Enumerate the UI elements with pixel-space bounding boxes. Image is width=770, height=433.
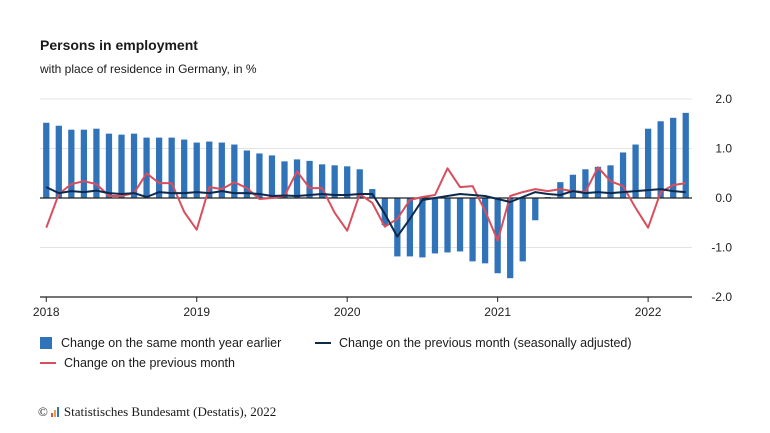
bar	[507, 198, 514, 279]
bar	[218, 142, 225, 198]
bar	[331, 165, 338, 198]
bar	[318, 164, 326, 198]
bar	[193, 142, 200, 198]
bar	[168, 137, 175, 198]
bar	[670, 117, 677, 198]
bar	[594, 166, 602, 198]
legend-label-line: Change on the previous month	[64, 356, 235, 370]
bar	[494, 198, 501, 274]
bar	[682, 112, 689, 198]
bar	[644, 128, 652, 198]
bar	[431, 198, 439, 254]
x-tick-label: 2021	[484, 305, 511, 319]
bar	[419, 198, 426, 258]
bar	[55, 125, 62, 198]
x-tick-label: 2020	[334, 305, 361, 319]
bar	[481, 198, 489, 264]
bar	[80, 129, 88, 198]
bar	[130, 133, 138, 198]
bar-series	[43, 112, 689, 279]
bar	[381, 198, 388, 226]
bar	[281, 161, 288, 198]
bar	[43, 122, 50, 198]
bar	[206, 141, 213, 198]
bar	[268, 155, 276, 198]
legend-item-line: Change on the previous month	[40, 356, 235, 370]
line-series	[45, 166, 686, 242]
x-axis: 2018 2019 2020 2021 2022	[33, 296, 692, 319]
bar	[519, 198, 526, 262]
legend-item-bar: Change on the same month year earlier	[40, 336, 281, 350]
bar	[243, 150, 251, 198]
y-axis: 2.0 1.0 0.0 -1.0 -2.0	[711, 92, 732, 304]
bar	[118, 134, 125, 198]
bar	[632, 144, 639, 198]
bar	[356, 169, 363, 198]
bar	[68, 129, 75, 198]
bar	[306, 160, 313, 198]
bar	[394, 198, 401, 257]
bar	[582, 169, 589, 198]
x-tick-label: 2018	[33, 305, 60, 319]
legend-swatch-line-sa	[315, 342, 331, 344]
legend-swatch-line	[40, 362, 56, 364]
y-tick-label: -1.0	[711, 241, 732, 255]
legend-item-line-sa: Change on the previous month (seasonally…	[315, 336, 632, 350]
bar	[532, 198, 539, 221]
bar	[406, 198, 414, 257]
bar	[344, 166, 351, 198]
bar	[256, 153, 263, 198]
y-tick-label: 1.0	[715, 142, 732, 156]
copyright-symbol: ©	[38, 404, 48, 419]
chart-title: Persons in employment	[40, 37, 198, 53]
source-text: Statistisches Bundesamt (Destatis), 2022	[63, 404, 277, 419]
bar	[93, 128, 100, 198]
y-tick-label: 2.0	[715, 92, 732, 106]
legend-label-line-sa: Change on the previous month (seasonally…	[339, 336, 632, 350]
legend-label-bar: Change on the same month year earlier	[61, 336, 282, 350]
line-previous-month-seasonally-adjusted	[45, 186, 686, 238]
chart-subtitle: with place of residence in Germany, in %	[40, 62, 257, 76]
x-tick-label: 2019	[183, 305, 210, 319]
destatis-logo-icon	[50, 407, 60, 417]
bar	[444, 198, 451, 253]
y-tick-label: 0.0	[715, 191, 732, 205]
bar	[657, 121, 664, 198]
bar	[456, 198, 464, 252]
bar	[143, 137, 150, 198]
line-previous-month	[45, 166, 686, 242]
bar	[181, 139, 188, 198]
y-tick-label: -2.0	[711, 290, 732, 304]
bar	[569, 174, 577, 198]
bar	[231, 144, 238, 198]
bar	[105, 133, 113, 198]
bar	[293, 159, 301, 198]
bar	[469, 198, 476, 262]
legend-swatch-bar	[40, 337, 52, 349]
bar	[619, 152, 627, 198]
source-note: © Statistisches Bundesamt (Destatis), 20…	[38, 404, 276, 420]
bar	[155, 137, 163, 198]
x-tick-label: 2022	[635, 305, 662, 319]
